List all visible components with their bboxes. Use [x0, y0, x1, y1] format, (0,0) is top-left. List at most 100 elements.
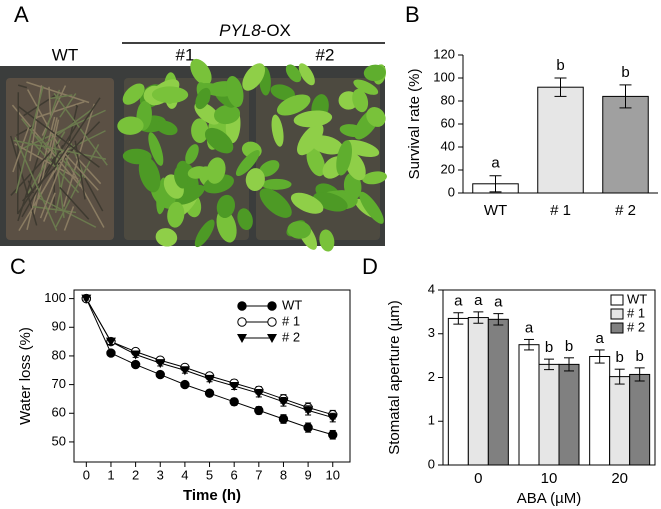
marker — [303, 406, 314, 416]
error-bar — [554, 77, 567, 97]
significance-letter: b — [635, 348, 643, 365]
bar — [589, 356, 611, 466]
marker — [278, 397, 289, 407]
leaf — [362, 171, 387, 185]
marker — [327, 413, 338, 423]
dry-leaf — [14, 143, 79, 180]
y-tick-label: 50 — [52, 433, 66, 448]
x-tick-label: 10 — [326, 467, 340, 482]
leaf — [185, 144, 199, 165]
dry-leaf — [10, 143, 59, 196]
y-tick-label: 100 — [433, 69, 455, 84]
error-bar — [524, 338, 534, 351]
x-tick-label: 3 — [157, 467, 164, 482]
error-bar — [634, 367, 645, 382]
legend-label: WT — [282, 297, 302, 312]
x-tick-label: WT — [484, 202, 507, 219]
leaf — [237, 208, 253, 231]
marker — [204, 388, 215, 398]
y-axis-label: Survival rate (%) — [406, 69, 423, 180]
bar — [558, 363, 580, 466]
y-tick-label: 80 — [441, 92, 455, 107]
dry-leaf — [27, 180, 34, 194]
marker — [328, 430, 338, 440]
dry-leaf — [36, 101, 85, 119]
leaf — [353, 79, 379, 95]
leaf — [194, 219, 215, 248]
legend-swatch — [610, 294, 624, 306]
leaf — [287, 221, 312, 239]
marker — [106, 348, 116, 358]
significance-letter: b — [565, 338, 573, 355]
x-tick-label: 2 — [132, 467, 139, 482]
marker — [278, 414, 289, 424]
leaf — [174, 166, 188, 189]
leaf — [117, 116, 144, 135]
legend-label: WT — [627, 291, 647, 306]
x-tick-label: 1 — [107, 467, 114, 482]
bar — [537, 86, 584, 194]
y-tick-label: 2 — [428, 369, 435, 384]
legend-label: # 1 — [627, 305, 645, 320]
significance-letter: a — [595, 330, 604, 347]
photo-label: #2 — [316, 45, 335, 64]
legend-label: # 2 — [282, 329, 300, 344]
y-tick-label: 0 — [448, 184, 455, 199]
leaf — [156, 120, 178, 136]
marker — [105, 337, 116, 347]
marker — [130, 350, 141, 360]
dry-leaf — [14, 137, 58, 231]
leaf — [336, 140, 353, 176]
panel-a: A PYL8-OX WT #1 #2 — [0, 2, 387, 252]
significance-letter: a — [491, 155, 500, 172]
bar — [609, 376, 631, 466]
x-tick-label: 0 — [474, 470, 482, 487]
dry-leaf — [17, 84, 28, 89]
dry-leaf — [84, 177, 104, 212]
dry-leaf — [21, 121, 101, 202]
leaf — [206, 157, 226, 184]
y-tick-label: 40 — [441, 138, 455, 153]
x-tick-label: # 2 — [615, 202, 636, 219]
marker — [179, 366, 190, 376]
marker — [204, 374, 215, 384]
x-tick-label: 9 — [304, 467, 311, 482]
significance-letter: b — [556, 57, 564, 74]
bar — [487, 318, 509, 466]
marker — [130, 359, 141, 370]
x-tick-label: 7 — [255, 467, 262, 482]
dry-leaf — [32, 205, 77, 214]
title-italic: PYL8 — [219, 21, 261, 40]
axes-frame — [73, 289, 351, 463]
leaf — [366, 107, 386, 127]
marker — [229, 382, 240, 392]
leaf — [138, 156, 161, 193]
dry-leaf — [63, 206, 75, 231]
dry-leaf — [50, 94, 73, 100]
dry-leaf — [36, 135, 83, 179]
leaf — [148, 132, 164, 166]
panel-label: C — [10, 254, 26, 279]
dry-leaf — [49, 119, 60, 159]
y-axis-label: Stomatal aperture (µm) — [386, 300, 403, 455]
marker — [267, 301, 277, 311]
leaf — [213, 104, 241, 125]
leaf — [187, 166, 208, 179]
bar — [518, 344, 540, 466]
panel-label: A — [14, 2, 29, 27]
error-bar — [489, 175, 502, 193]
dry-leaf — [37, 89, 61, 156]
leaf — [195, 87, 211, 110]
leaf — [259, 188, 292, 218]
title-rest: -OX — [261, 21, 291, 40]
y-tick-label: 120 — [433, 46, 455, 61]
dry-leaf — [43, 108, 94, 146]
y-tick-label: 60 — [52, 405, 66, 420]
significance-letter: b — [615, 349, 623, 366]
marker — [267, 317, 277, 327]
panel-label: B — [405, 2, 420, 27]
legend-label: # 2 — [627, 319, 645, 334]
x-tick-label: 20 — [611, 470, 628, 487]
leaf — [258, 160, 280, 177]
